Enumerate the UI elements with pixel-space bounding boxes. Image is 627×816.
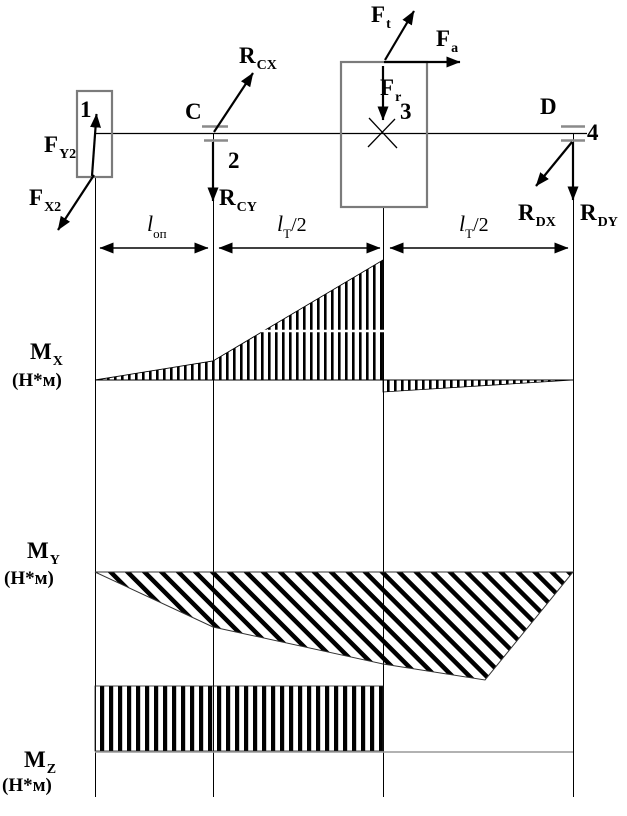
label-rcy: RCY [219, 185, 257, 215]
mz-bar [94, 685, 384, 752]
label-fy2: FY2 [44, 132, 77, 162]
element-1-box [75, 89, 114, 179]
my-area [94, 571, 575, 681]
label-mx-unit: (Н*м) [12, 370, 62, 391]
label-mx: MX [30, 339, 63, 369]
mx-negative-area [382, 379, 574, 393]
label-element1: 1 [80, 97, 92, 122]
mx-positive-area [94, 259, 384, 381]
force-arrow-fy2 [90, 113, 102, 177]
label-my: MY [27, 538, 60, 568]
label-dim-lt1: lТ/2 [277, 211, 307, 241]
label-mz: MZ [24, 747, 57, 777]
label-fa: Fa [436, 26, 459, 56]
label-rdx: RDX [518, 200, 556, 230]
label-ft: Ft [371, 2, 391, 32]
label-fr: Fr [380, 75, 402, 105]
label-dim-lt2: lТ/2 [459, 211, 489, 241]
label-my-unit: (Н*м) [4, 568, 54, 589]
force-arrow-fx2 [57, 174, 95, 231]
label-mz-unit: (Н*м) [2, 775, 52, 796]
label-element4: 4 [587, 120, 599, 145]
reaction-arrow-rdx [535, 141, 573, 187]
reaction-arrow-rcx [213, 72, 254, 133]
force-arrow-ft [384, 10, 415, 61]
label-bearing-c: C [185, 99, 202, 124]
x-mark-stroke1 [368, 117, 398, 149]
label-fx2: FX2 [29, 185, 62, 215]
label-element2: 2 [228, 148, 240, 173]
label-rdy: RDY [580, 200, 618, 230]
label-bearing-d: D [540, 94, 557, 119]
label-element3: 3 [400, 99, 412, 124]
label-rcx: RCX [239, 43, 277, 73]
x-mark-stroke2 [367, 118, 396, 148]
label-dim-lop: lоп [147, 211, 167, 241]
